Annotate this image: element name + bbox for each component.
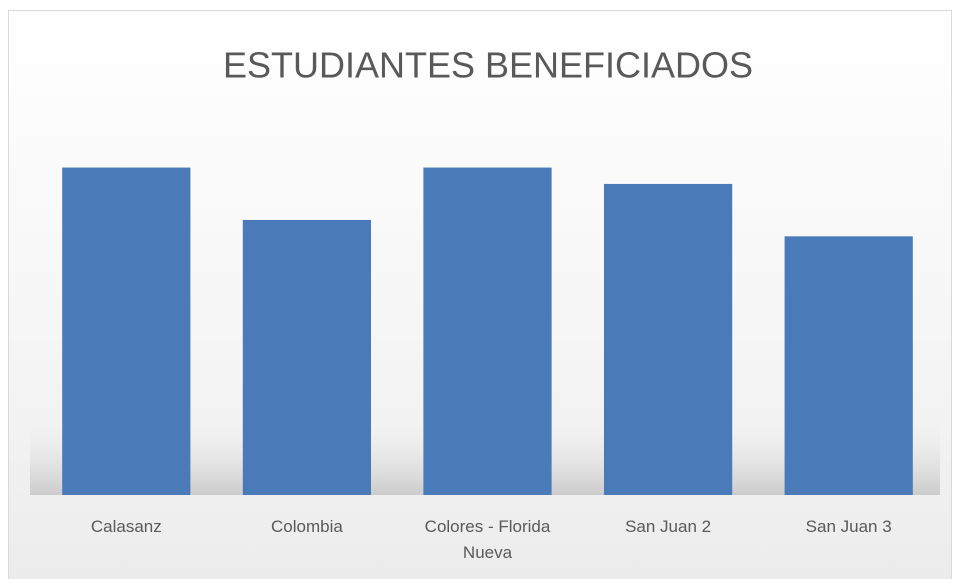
x-tick-label: Colores - Florida Nueva [424, 517, 551, 562]
bar [784, 236, 913, 495]
x-tick-label: Calasanz [90, 517, 162, 536]
x-tick-label: Colombia [270, 517, 343, 536]
chart-title: ESTUDIANTES BENEFICIADOS [223, 45, 753, 86]
x-tick-label: San Juan 3 [805, 517, 892, 536]
bar [242, 219, 372, 495]
bar [423, 167, 552, 495]
x-tick-label: San Juan 2 [625, 517, 712, 536]
bar [603, 183, 733, 495]
bar [62, 167, 191, 495]
